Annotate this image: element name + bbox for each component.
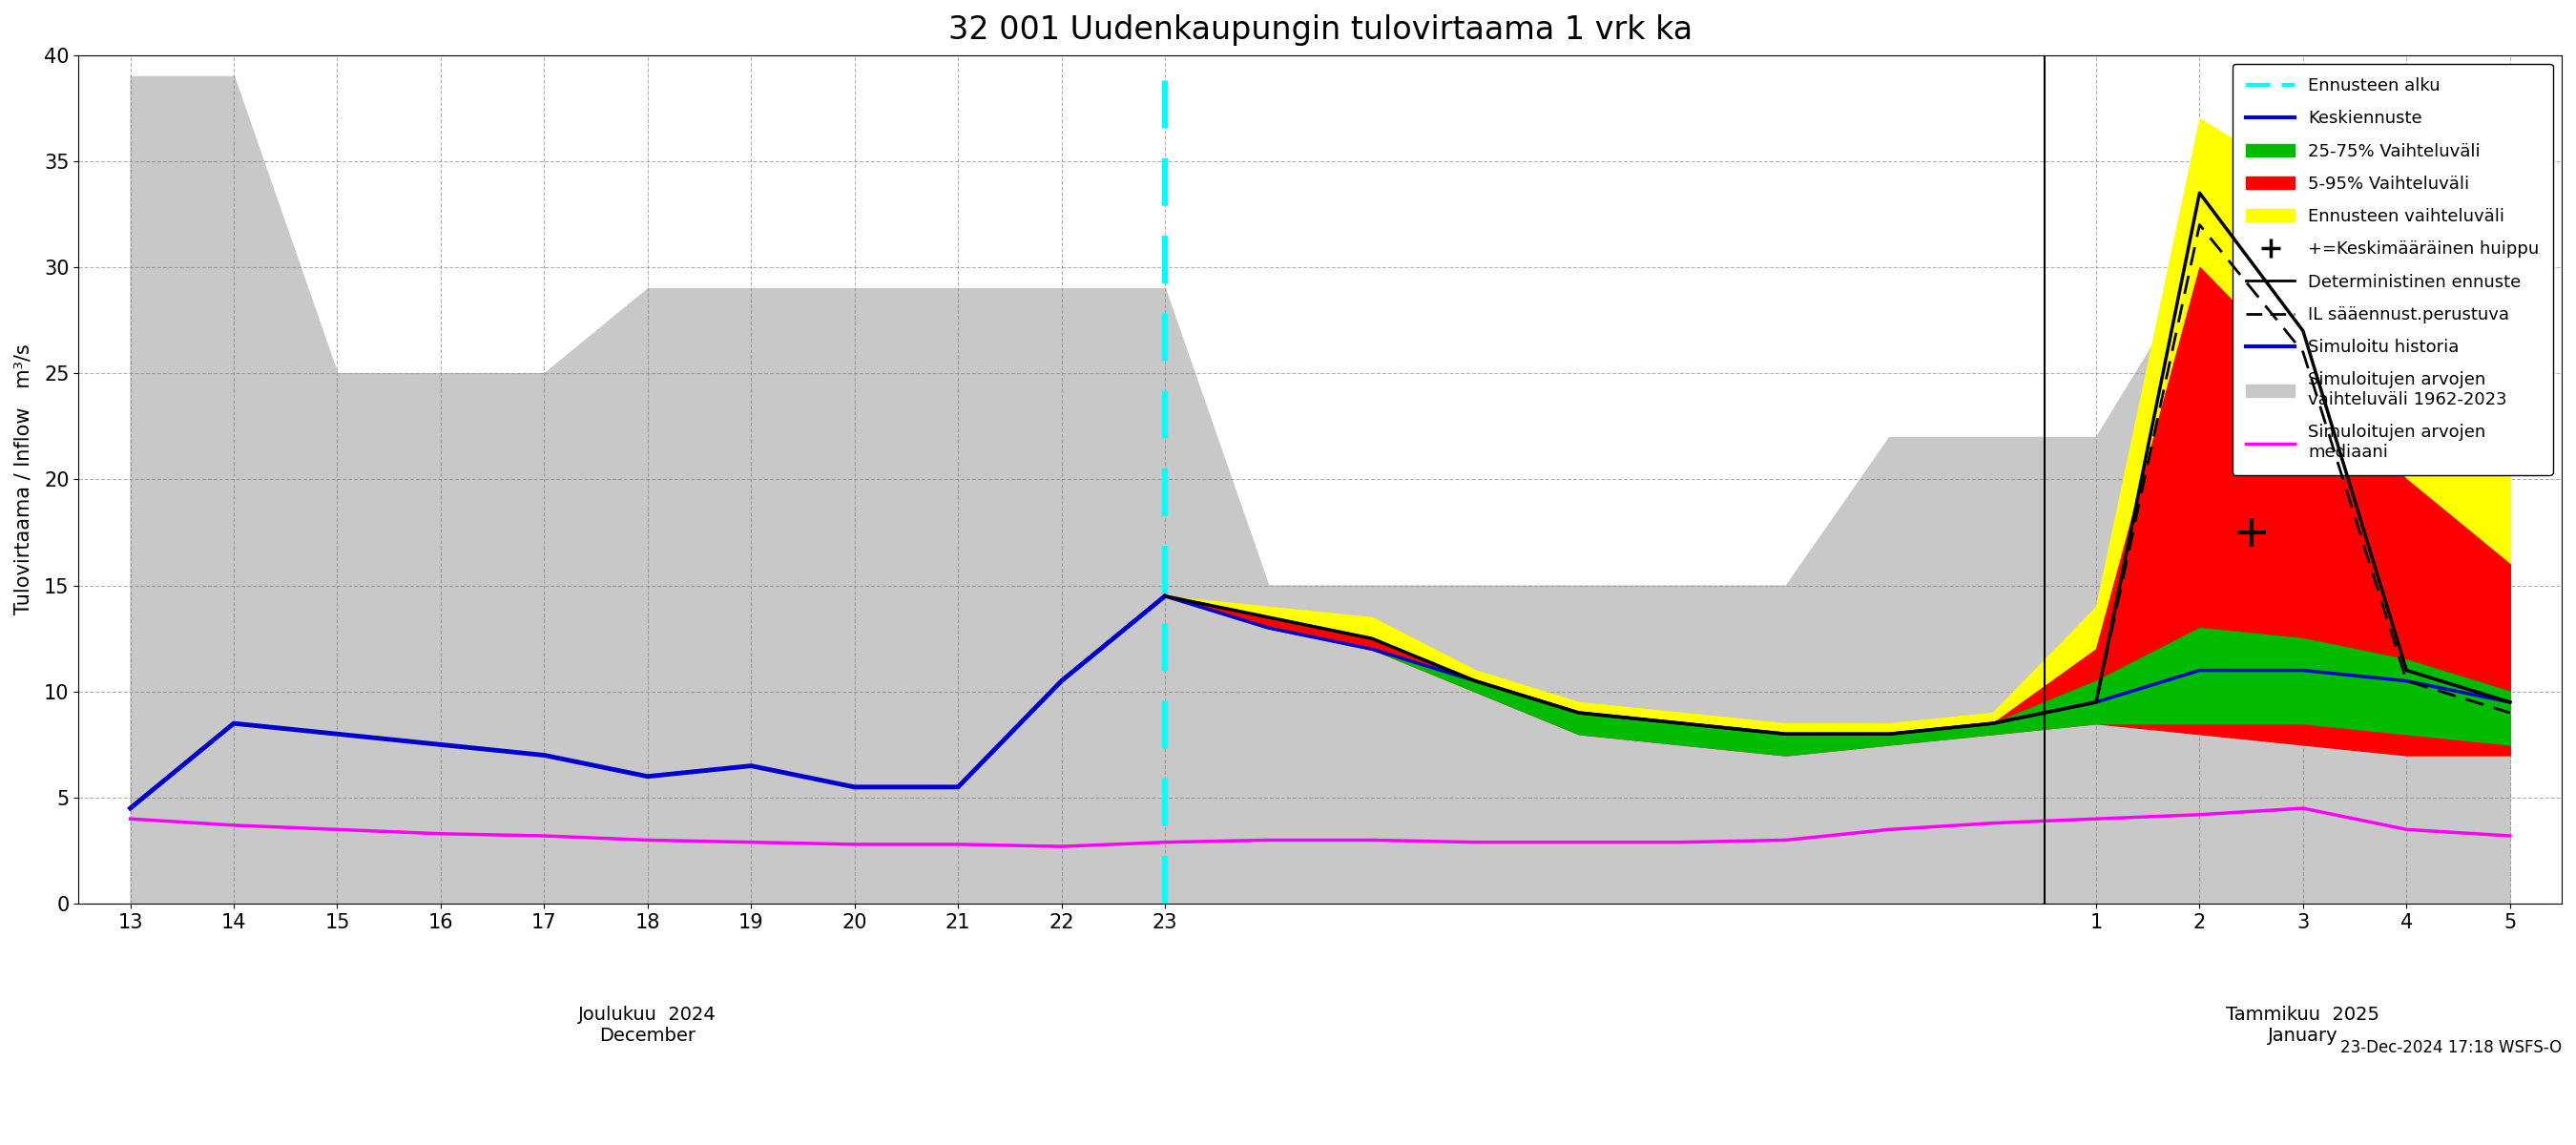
Title: 32 001 Uudenkaupungin tulovirtaama 1 vrk ka: 32 001 Uudenkaupungin tulovirtaama 1 vrk… — [948, 14, 1692, 46]
Text: 23-Dec-2024 17:18 WSFS-O: 23-Dec-2024 17:18 WSFS-O — [2339, 1040, 2561, 1057]
Y-axis label: Tulovirtaama / Inflow   m³/s: Tulovirtaama / Inflow m³/s — [15, 344, 33, 615]
Text: Tammikuu  2025
January: Tammikuu 2025 January — [2226, 1005, 2380, 1044]
Text: Joulukuu  2024
December: Joulukuu 2024 December — [580, 1005, 716, 1044]
Legend: Ennusteen alku, Keskiennuste, 25-75% Vaihteluväli, 5-95% Vaihteluväli, Ennusteen: Ennusteen alku, Keskiennuste, 25-75% Vai… — [2233, 64, 2553, 475]
